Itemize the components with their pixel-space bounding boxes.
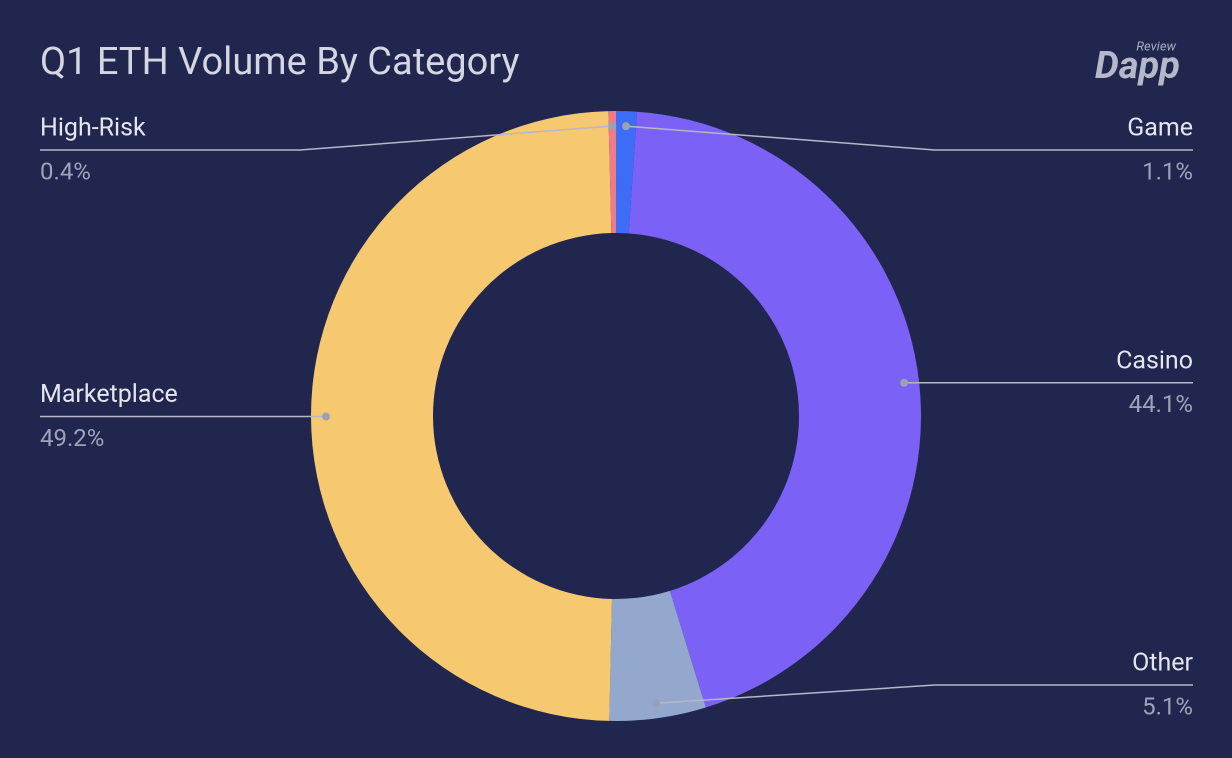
logo-caption: Review bbox=[1136, 39, 1176, 54]
slice bbox=[311, 111, 612, 721]
category-label: Casino bbox=[1116, 346, 1193, 375]
chart-title: Q1 ETH Volume By Category bbox=[40, 40, 519, 84]
leader-dot bbox=[651, 699, 660, 708]
slice bbox=[608, 111, 616, 234]
leader-line bbox=[655, 684, 1193, 704]
slice bbox=[609, 590, 706, 721]
leader-dot bbox=[608, 122, 617, 131]
leader-dot bbox=[622, 122, 631, 131]
category-label: High-Risk bbox=[40, 114, 146, 143]
category-label: Marketplace bbox=[40, 380, 178, 409]
leader-dot bbox=[322, 412, 331, 421]
category-label: Other bbox=[1132, 649, 1193, 678]
logo: Dapp bbox=[1095, 44, 1180, 88]
value-label: 0.4% bbox=[40, 157, 91, 185]
category-label: Game bbox=[1127, 114, 1193, 143]
leader-line bbox=[625, 125, 1193, 151]
slice bbox=[628, 111, 921, 708]
leader-line bbox=[40, 125, 613, 151]
value-label: 49.2% bbox=[40, 424, 104, 452]
value-label: 44.1% bbox=[1129, 390, 1193, 418]
slice bbox=[616, 111, 638, 234]
value-label: 1.1% bbox=[1142, 157, 1193, 185]
leader-dot bbox=[900, 378, 909, 387]
value-label: 5.1% bbox=[1142, 692, 1193, 720]
